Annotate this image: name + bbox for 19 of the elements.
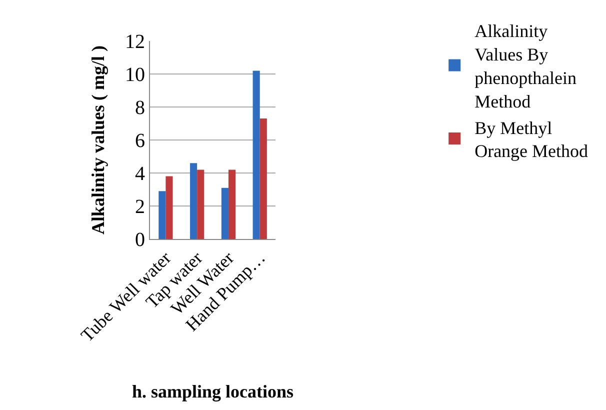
y-tick-label: 8 (135, 97, 145, 119)
y-tick-label: 4 (135, 163, 145, 185)
y-tick-label: 2 (135, 196, 145, 218)
bar (197, 170, 204, 239)
bar (252, 70, 260, 239)
x-axis-title: h. sampling locations (132, 382, 294, 402)
y-tick-label: 10 (125, 64, 145, 86)
y-axis-title: Alkalinity values ( mg/l ) (88, 45, 108, 235)
y-tick-label: 0 (135, 229, 145, 251)
y-tick-label: 6 (135, 130, 145, 152)
bar (260, 118, 267, 239)
legend-label: Alkalinity Values By phenopthalein Method (474, 21, 577, 112)
bar (221, 188, 228, 239)
legend-label: By Methyl Orange Method (474, 118, 588, 162)
bar (166, 176, 173, 239)
bar (158, 191, 166, 239)
bar (228, 170, 236, 239)
bar (190, 163, 198, 239)
y-tick-label: 12 (125, 31, 145, 53)
